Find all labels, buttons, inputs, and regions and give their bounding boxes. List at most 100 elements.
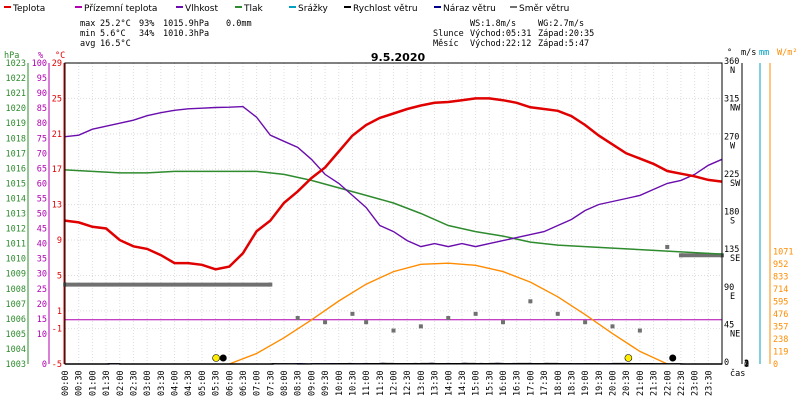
wm2-tick: 357 bbox=[773, 323, 788, 333]
pct-tick: 25 bbox=[37, 285, 47, 295]
plot-area bbox=[63, 62, 724, 365]
legend-label: Vlhkost bbox=[185, 4, 218, 14]
degc-tick: 1 bbox=[57, 307, 62, 317]
x-tick: 02:00 bbox=[116, 370, 126, 396]
series-solar bbox=[229, 262, 668, 365]
x-tick: 16:00 bbox=[499, 370, 509, 396]
hpa-tick: 1007 bbox=[6, 300, 26, 310]
wm2-tick: 952 bbox=[773, 260, 788, 270]
degc-tick: 9 bbox=[57, 236, 62, 246]
dir-tick: W bbox=[730, 141, 736, 151]
degc-tick: 21 bbox=[52, 130, 62, 140]
stat-pressure: 1010.3hPa bbox=[163, 29, 209, 39]
dir-tick: N bbox=[730, 66, 735, 76]
wind-direction-point bbox=[473, 311, 478, 316]
x-tick: 08:00 bbox=[280, 370, 290, 396]
wind-direction-point bbox=[323, 320, 328, 325]
wind-direction-point bbox=[391, 328, 396, 333]
x-tick: 10:00 bbox=[335, 370, 345, 396]
x-tick: 19:00 bbox=[581, 370, 591, 396]
dir-tick: SE bbox=[730, 254, 740, 264]
pct-tick: 70 bbox=[37, 149, 47, 159]
degc-unit: °C bbox=[55, 51, 65, 61]
x-tick: 12:30 bbox=[403, 370, 413, 396]
degc-tick: -1 bbox=[52, 325, 62, 335]
chart-title: 9.5.2020 bbox=[371, 51, 426, 64]
ms-unit: m/s bbox=[741, 48, 756, 58]
moonrise-marker bbox=[669, 354, 677, 362]
wm2-tick: 476 bbox=[773, 310, 788, 320]
x-tick: 21:00 bbox=[636, 370, 646, 396]
x-tick: 04:00 bbox=[171, 370, 181, 396]
deg-unit: ° bbox=[727, 48, 732, 58]
dir-tick: NE bbox=[730, 329, 740, 339]
legend-label: Srážky bbox=[298, 4, 329, 14]
legend-label: Teplota bbox=[12, 4, 45, 14]
x-tick: 06:30 bbox=[239, 370, 249, 396]
x-tick: 08:30 bbox=[294, 370, 304, 396]
x-tick: 01:30 bbox=[102, 370, 112, 396]
moon-set: Západ:5:47 bbox=[538, 39, 589, 49]
pct-tick: 65 bbox=[37, 164, 47, 174]
wind-direction-point bbox=[501, 320, 505, 325]
stat-label: min bbox=[80, 29, 95, 39]
wind-direction-point bbox=[637, 328, 642, 333]
x-tick: 14:00 bbox=[444, 370, 454, 396]
right-axes: ° m/s mm W/m²045NE90E135SE180S225SW270W315N… bbox=[724, 48, 797, 370]
pct-tick: 85 bbox=[37, 104, 47, 114]
legend-label: Přízemní teplota bbox=[84, 4, 157, 14]
degc-tick: 29 bbox=[52, 59, 62, 69]
x-tick: 19:30 bbox=[595, 370, 605, 396]
stat-label: max bbox=[80, 19, 95, 29]
x-tick: 03:30 bbox=[157, 370, 167, 396]
x-tick: 11:00 bbox=[362, 370, 372, 396]
wm2-tick: 595 bbox=[773, 298, 788, 308]
hpa-tick: 1021 bbox=[6, 89, 26, 99]
pct-tick: 20 bbox=[37, 300, 47, 310]
x-tick: 10:30 bbox=[348, 370, 358, 396]
hpa-tick: 1023 bbox=[6, 59, 26, 69]
x-tick: 23:00 bbox=[691, 370, 701, 396]
hpa-tick: 1017 bbox=[6, 149, 26, 159]
pct-tick: 80 bbox=[37, 119, 47, 129]
deg-tick: 315 bbox=[724, 95, 739, 105]
hpa-tick: 1005 bbox=[6, 330, 26, 340]
sun-moon-panel: WS:1.8m/s WG:2.7m/s Slunce Východ:05:31 Zápa… bbox=[433, 19, 594, 49]
hpa-tick: 1010 bbox=[6, 255, 26, 265]
mm-unit: mm bbox=[759, 48, 769, 58]
hpa-tick: 1019 bbox=[6, 119, 26, 129]
pct-tick: 15 bbox=[37, 315, 47, 325]
stat-temp: 25.2°C bbox=[100, 19, 131, 29]
stat-humidity: 93% bbox=[139, 19, 154, 29]
x-tick: 15:00 bbox=[472, 370, 482, 396]
stat-temp: 16.5°C bbox=[100, 39, 131, 49]
pct-tick: 10 bbox=[37, 330, 47, 340]
x-tick: 07:30 bbox=[266, 370, 276, 396]
x-tick: 12:00 bbox=[390, 370, 400, 396]
x-tick: 07:00 bbox=[253, 370, 263, 396]
degc-tick: -5 bbox=[52, 360, 62, 370]
dir-tick: S bbox=[730, 217, 735, 227]
x-tick: 04:30 bbox=[184, 370, 194, 396]
hpa-tick: 1003 bbox=[6, 360, 26, 370]
pct-tick: 50 bbox=[37, 210, 47, 220]
dir-tick: SW bbox=[730, 179, 741, 189]
x-tick: 06:00 bbox=[225, 370, 235, 396]
hpa-tick: 1012 bbox=[6, 225, 26, 235]
x-tick: 18:30 bbox=[567, 370, 577, 396]
x-tick: 02:30 bbox=[129, 370, 139, 396]
stat-rain: 0.0mm bbox=[226, 19, 252, 29]
wind-speed-avg: WS:1.8m/s bbox=[470, 19, 516, 29]
x-tick: 17:00 bbox=[526, 370, 536, 396]
pct-tick: 30 bbox=[37, 270, 47, 280]
pct-tick: 35 bbox=[37, 255, 47, 265]
x-tick: 09:00 bbox=[307, 370, 317, 396]
wm2-tick: 0 bbox=[773, 360, 778, 370]
hpa-tick: 1016 bbox=[6, 164, 26, 174]
moon-label: Měsíc bbox=[433, 39, 459, 49]
left-axes: hPa% °C1003100410051006100710081009101010… bbox=[4, 51, 65, 370]
hpa-tick: 1008 bbox=[6, 285, 26, 295]
x-tick: 05:30 bbox=[212, 370, 222, 396]
